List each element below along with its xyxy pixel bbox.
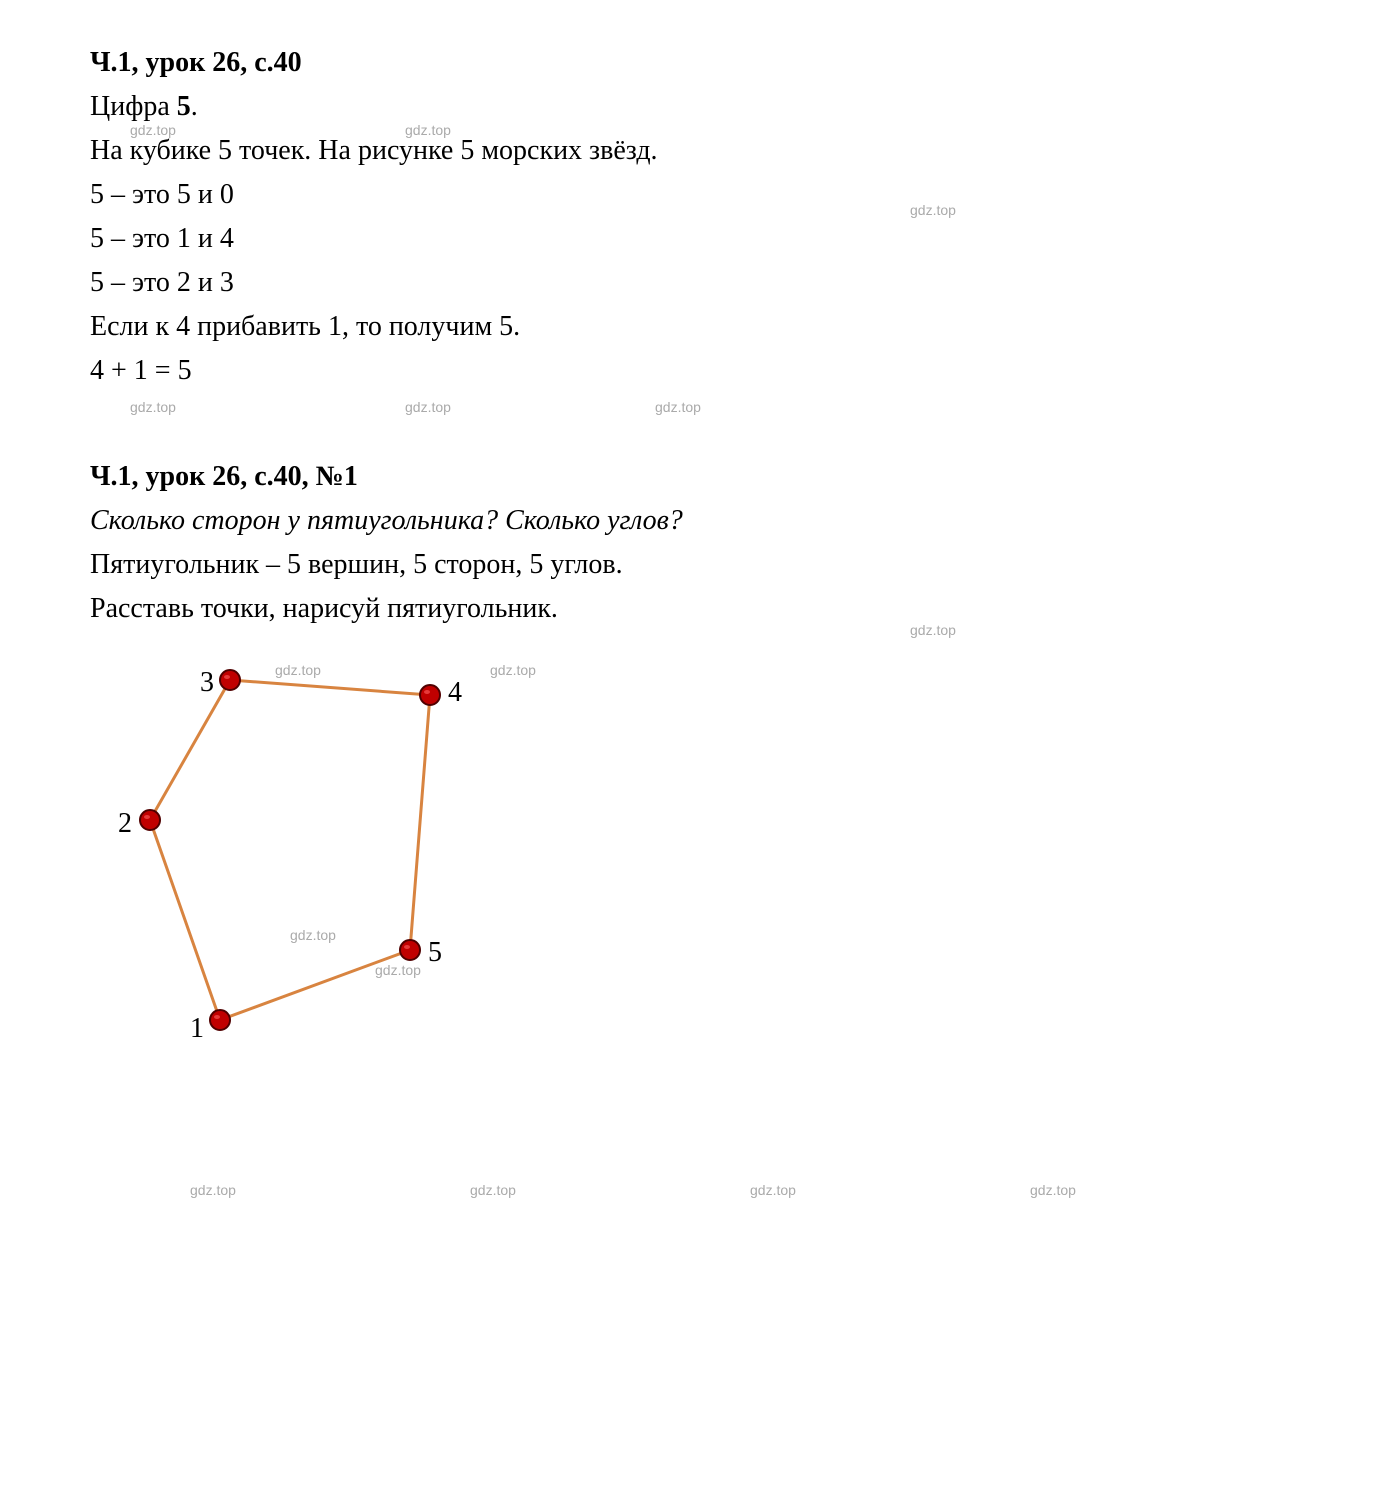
pentagon-vertex-label: 4 — [448, 672, 462, 714]
section1-line6: Если к 4 прибавить 1, то получим 5. — [90, 306, 1305, 348]
pentagon-vertex — [140, 810, 160, 830]
watermark: gdz.top — [750, 1180, 796, 1201]
section1-line2: На кубике 5 точек. На рисунке 5 морских … — [90, 130, 1305, 172]
watermark: gdz.top — [190, 1180, 236, 1201]
section2-answer2: Расставь точки, нарисуй пятиугольник. — [90, 588, 1305, 630]
pentagon-vertex-label: 1 — [190, 1008, 204, 1050]
pentagon-vertex — [400, 940, 420, 960]
section1-line5: 5 – это 2 и 3 — [90, 262, 1305, 304]
s1l1-post: . — [191, 91, 198, 122]
watermark: gdz.top — [470, 1180, 516, 1201]
section1-line3: 5 – это 5 и 0 — [90, 174, 1305, 216]
section2-question: Сколько сторон у пятиугольника? Сколько … — [90, 500, 1305, 542]
pentagon-vertex-label: 2 — [118, 803, 132, 845]
pentagon-diagram: 3 4 2 5 1 — [90, 640, 590, 1060]
pentagon-vertex-label: 5 — [428, 932, 442, 974]
watermark: gdz.top — [1030, 1180, 1076, 1201]
section1-line4: 5 – это 1 и 4 — [90, 218, 1305, 260]
s1l1-pre: Цифра — [90, 91, 177, 122]
pentagon-vertex — [420, 685, 440, 705]
pentagon-vertex — [210, 1010, 230, 1030]
section1-line1: Цифра 5. — [90, 86, 1305, 128]
section2-heading: Ч.1, урок 26, с.40, №1 — [90, 456, 1305, 498]
pentagon-shape — [150, 680, 430, 1020]
pentagon-vertex — [220, 670, 240, 690]
s1l1-bold: 5 — [177, 91, 191, 122]
section1-heading: Ч.1, урок 26, с.40 — [90, 42, 1305, 84]
section1-line7: 4 + 1 = 5 — [90, 350, 1305, 392]
section2-answer1: Пятиугольник – 5 вершин, 5 сторон, 5 угл… — [90, 544, 1305, 586]
pentagon-vertex-label: 3 — [200, 662, 214, 704]
pentagon-svg — [90, 640, 590, 1060]
